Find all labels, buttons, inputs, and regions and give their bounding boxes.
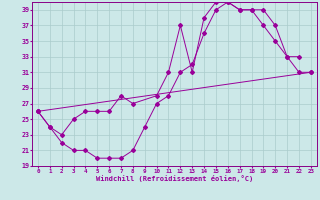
X-axis label: Windchill (Refroidissement éolien,°C): Windchill (Refroidissement éolien,°C) <box>96 175 253 182</box>
